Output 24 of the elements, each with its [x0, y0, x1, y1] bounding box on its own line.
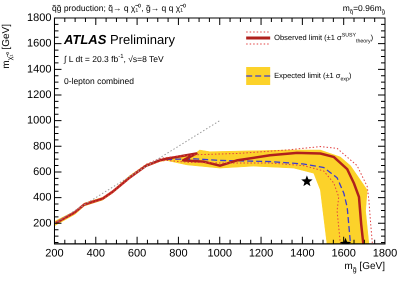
y-tick-label: 1000: [26, 114, 52, 127]
x-tick-label: 1800: [372, 247, 398, 260]
chart-title: q̃g̃ production; q̃→ q χ̃₁⁰, g̃→ q q χ̃₁⁰: [52, 3, 186, 13]
x-axis-title: m$_{g̃}$ [GeV]: [344, 261, 385, 274]
y-tick-label: 1200: [26, 89, 52, 102]
annotation: 0-lepton combined: [64, 76, 134, 86]
y-tick-label: 1400: [26, 63, 52, 76]
annotation: ATLAS Preliminary: [64, 32, 175, 47]
x-tick-label: 200: [45, 247, 64, 260]
y-tick-label: 1600: [26, 38, 52, 50]
y-tick-label: 400: [33, 192, 52, 204]
annotation: ∫ L dt = 20.3 fb$^{-1}$, √s=8 TeV: [64, 54, 164, 64]
y-tick-label: 600: [33, 166, 52, 178]
x-tick-label: 400: [86, 247, 105, 260]
x-tick-label: 1600: [331, 247, 356, 260]
y-tick-label: 800: [33, 140, 52, 152]
x-tick-label: 800: [169, 247, 188, 260]
x-tick-label: 1200: [248, 247, 274, 260]
y-tick-label: 1800: [26, 12, 52, 24]
x-tick-label: 600: [128, 247, 146, 260]
y-tick-label: 200: [33, 217, 52, 230]
chart-subtitle: m$_{q̃}$=0.96m$_{g̃}$: [342, 3, 385, 16]
x-tick-label: 1000: [207, 247, 232, 260]
x-tick-label: 1400: [290, 247, 315, 260]
